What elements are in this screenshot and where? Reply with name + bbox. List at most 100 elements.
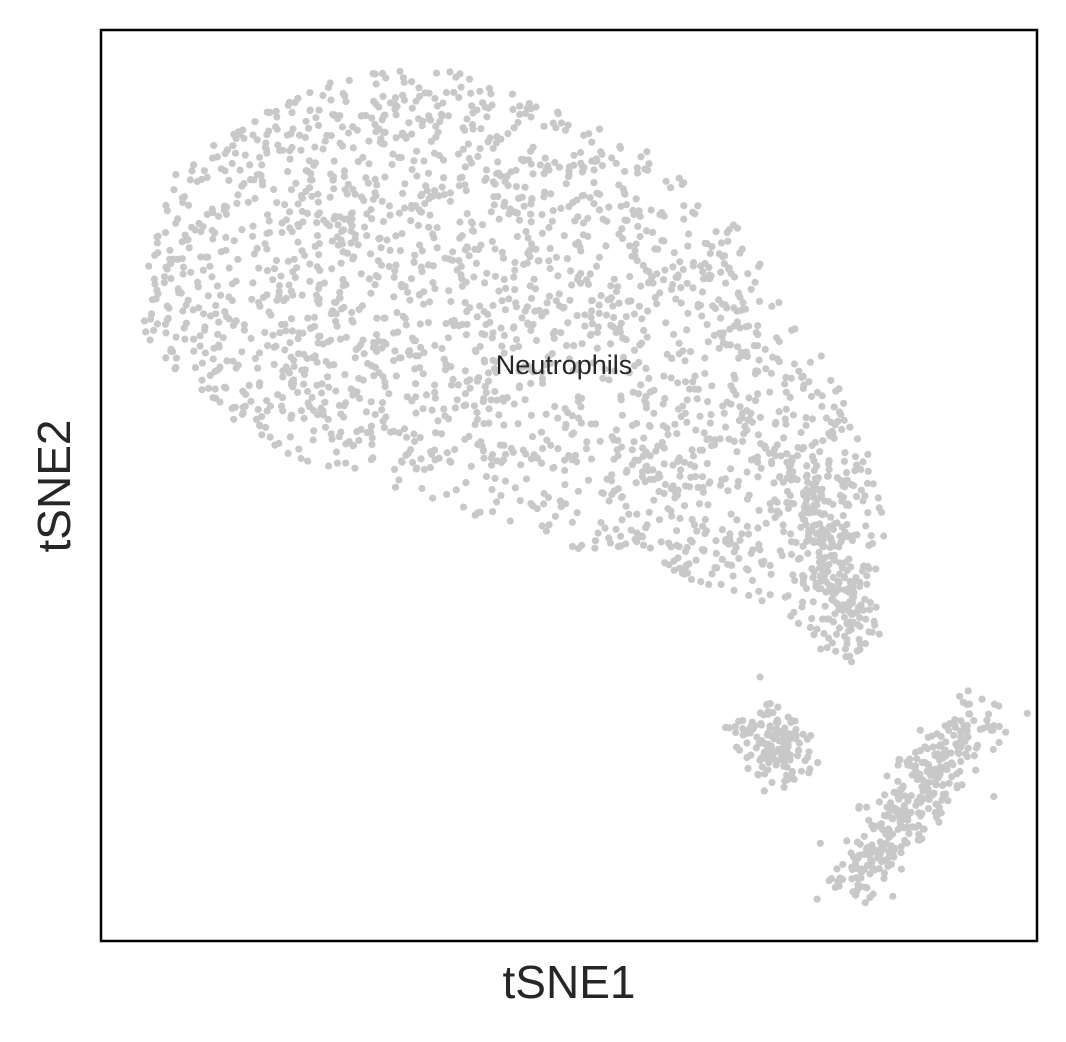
scatter-point: [845, 533, 853, 541]
scatter-point: [826, 535, 834, 543]
scatter-point: [815, 538, 823, 547]
scatter-point: [717, 314, 725, 322]
scatter-point: [229, 321, 237, 329]
scatter-point: [342, 97, 350, 106]
scatter-point: [863, 803, 871, 811]
scatter-point: [538, 368, 546, 376]
scatter-point: [339, 89, 347, 98]
scatter-point: [458, 282, 466, 290]
scatter-point: [794, 555, 803, 563]
scatter-point: [411, 437, 419, 445]
scatter-point: [442, 88, 450, 97]
scatter-point: [491, 474, 499, 482]
scatter-point: [661, 266, 669, 274]
scatter-point: [306, 106, 314, 115]
scatter-point: [894, 825, 902, 834]
scatter-point: [513, 232, 522, 241]
scatter-point: [522, 450, 530, 458]
scatter-point: [333, 233, 341, 241]
scatter-point: [471, 346, 479, 354]
scatter-point: [437, 430, 446, 438]
scatter-point: [685, 483, 694, 491]
scatter-point: [339, 282, 347, 290]
scatter-point: [523, 259, 531, 267]
scatter-point: [618, 234, 627, 243]
scatter-point: [552, 297, 560, 305]
scatter-point: [337, 259, 345, 267]
scatter-point: [217, 291, 225, 299]
scatter-point: [538, 312, 546, 320]
scatter-point: [612, 159, 620, 167]
scatter-point: [463, 210, 471, 218]
scatter-point: [748, 721, 756, 729]
scatter-point: [493, 396, 501, 404]
scatter-point: [839, 511, 847, 520]
scatter-point: [953, 742, 961, 750]
scatter-point: [811, 508, 820, 516]
scatter-point: [754, 524, 762, 532]
scatter-point: [638, 315, 646, 323]
scatter-point: [762, 444, 770, 452]
scatter-point: [276, 329, 284, 337]
scatter-point: [495, 287, 503, 295]
scatter-point: [669, 280, 677, 289]
scatter-point: [390, 465, 399, 473]
scatter-point: [754, 322, 762, 330]
scatter-point: [466, 384, 474, 392]
scatter-point: [1002, 728, 1010, 736]
scatter-point: [812, 521, 820, 529]
scatter-point: [527, 210, 535, 218]
scatter-point: [699, 522, 707, 530]
scatter-point: [246, 176, 255, 184]
scatter-point: [649, 466, 657, 474]
scatter-point: [813, 388, 822, 397]
scatter-point: [319, 91, 327, 100]
scatter-point: [452, 73, 460, 81]
scatter-point: [804, 753, 812, 761]
scatter-point: [512, 299, 520, 307]
scatter-point: [527, 366, 536, 374]
scatter-point: [407, 217, 415, 225]
scatter-point: [752, 367, 760, 375]
scatter-point: [551, 327, 559, 336]
scatter-point: [939, 790, 947, 799]
scatter-point: [376, 138, 384, 146]
scatter-point: [919, 825, 927, 833]
scatter-point: [739, 716, 747, 725]
scatter-point: [704, 338, 712, 346]
scatter-point: [500, 275, 508, 283]
scatter-point: [637, 153, 645, 161]
scatter-point: [889, 892, 897, 900]
scatter-point: [577, 269, 585, 277]
scatter-point: [887, 860, 896, 868]
scatter-point: [575, 414, 583, 422]
scatter-point: [347, 239, 355, 247]
scatter-point: [701, 530, 709, 538]
scatter-point: [817, 645, 825, 653]
scatter-point: [278, 394, 287, 402]
scatter-point: [689, 284, 697, 292]
scatter-point: [391, 94, 400, 102]
scatter-point: [964, 744, 972, 752]
scatter-point: [831, 421, 839, 429]
scatter-point: [864, 450, 872, 458]
scatter-point: [505, 210, 513, 218]
scatter-point: [446, 189, 454, 197]
scatter-point: [610, 455, 618, 463]
scatter-point: [298, 291, 306, 299]
scatter-point: [431, 388, 439, 396]
scatter-point: [529, 502, 537, 510]
scatter-point: [635, 207, 643, 215]
scatter-point: [380, 424, 388, 432]
scatter-point: [617, 532, 625, 540]
scatter-point: [590, 166, 598, 174]
scatter-point: [310, 313, 318, 321]
scatter-point: [924, 805, 933, 813]
scatter-point: [433, 244, 441, 252]
scatter-point: [217, 248, 225, 256]
scatter-point: [401, 204, 409, 212]
scatter-point: [445, 415, 453, 423]
scatter-point: [185, 244, 193, 252]
scatter-point: [486, 318, 494, 326]
scatter-point: [386, 211, 394, 219]
